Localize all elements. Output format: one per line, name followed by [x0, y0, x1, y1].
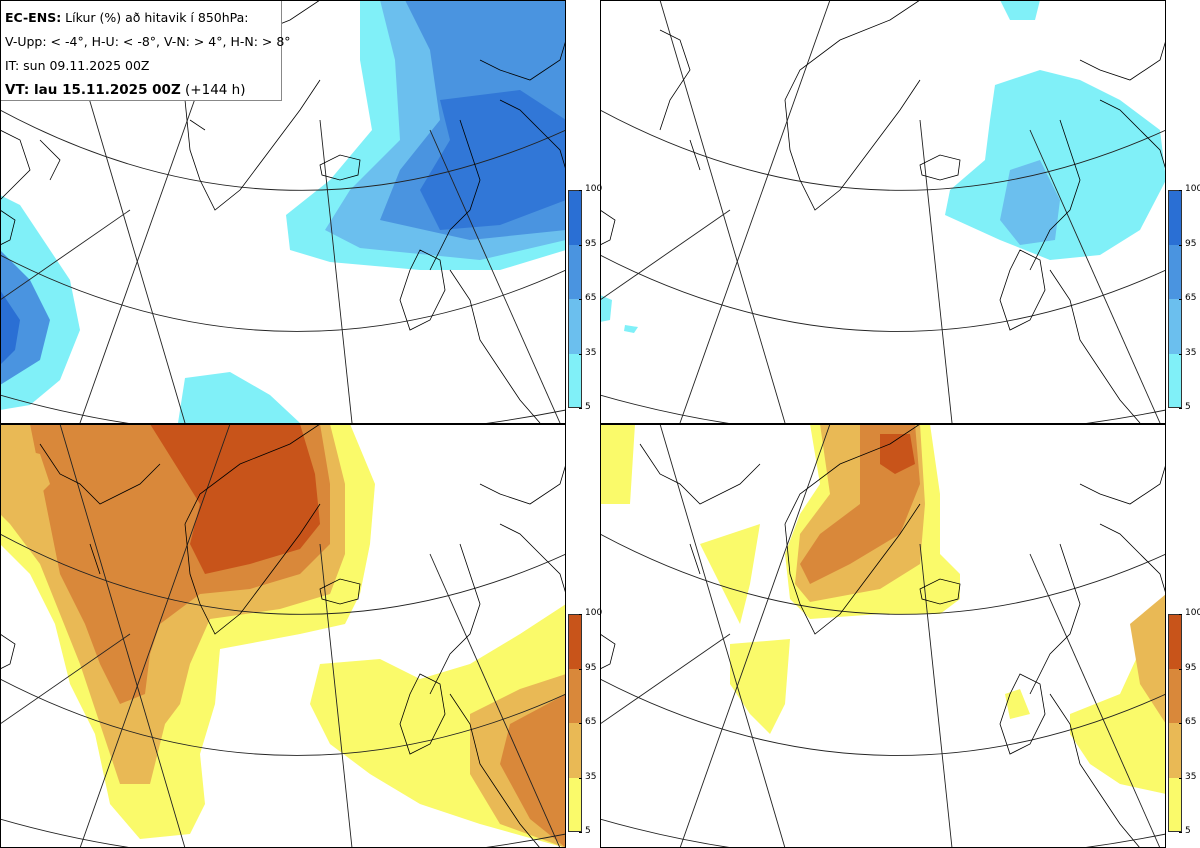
info-legend-box: EC-ENS: Líkur (%) að hitavik í 850hPa: V…	[0, 0, 291, 102]
probability-field-cold-8	[600, 0, 1166, 333]
initial-time-text: IT: sun 09.11.2025 00Z	[5, 58, 150, 73]
thresholds-text: V-Upp: < -4°, H-U: < -8°, V-N: > 4°, H-N…	[5, 34, 291, 49]
coastlines	[0, 424, 566, 848]
valid-time-line: VT: lau 15.11.2025 00Z (+144 h)	[5, 78, 277, 102]
probability-field-cold-4	[0, 0, 566, 423]
colorbar-tick-label: 35	[578, 772, 596, 782]
graticule	[0, 424, 566, 848]
colorbar-tick-label: 95	[1178, 663, 1196, 673]
colorbar-tick-label: 35	[578, 348, 596, 358]
colorbar-tick-label: 35	[1178, 348, 1196, 358]
forecast-offset: (+144 h)	[180, 82, 246, 98]
colorbar-tick-label: 35	[1178, 772, 1196, 782]
coastlines	[0, 0, 566, 423]
coastlines	[600, 424, 1166, 848]
colorbar-tick-label: 95	[578, 663, 596, 673]
coastlines	[600, 0, 1166, 423]
colorbar-tick-label: 5	[1179, 826, 1191, 836]
colorbar-cold-8: 100 95 65 35 5	[1168, 184, 1200, 412]
colorbar-tick-label: 5	[579, 402, 591, 412]
valid-time-label: VT: lau 15.11.2025 00Z	[5, 82, 181, 98]
colorbar-tick-label: 5	[1179, 402, 1191, 412]
graticule	[600, 0, 1166, 423]
colorbar-tick-label: 65	[1178, 293, 1196, 303]
map-warm-8	[600, 424, 1166, 848]
graticule	[600, 424, 1166, 848]
map-panel-cold-8	[600, 0, 1166, 423]
colorbar-tick-label: 65	[578, 293, 596, 303]
probability-field-warm-4	[0, 424, 566, 848]
colorbar-tick-label: 65	[1178, 717, 1196, 727]
colorbar-tick-label: 100	[578, 184, 602, 194]
model-label: EC-ENS:	[5, 10, 62, 25]
title-text: Líkur (%) að hitavik í 850hPa:	[61, 10, 249, 25]
map-cold-4	[0, 0, 566, 423]
colorbar-tick-label: 5	[579, 826, 591, 836]
colorbar-tick-label: 65	[578, 717, 596, 727]
colorbar-cold-4: 100 95 65 35 5	[568, 184, 602, 412]
map-cold-8	[600, 0, 1166, 423]
map-warm-4	[0, 424, 566, 848]
map-panel-warm-4	[0, 424, 566, 848]
colorbar-warm-4: 100 95 65 35 5	[568, 608, 602, 836]
colorbar-tick-label: 95	[1178, 239, 1196, 249]
colorbar-tick-label: 100	[1178, 184, 1200, 194]
colorbar-tick-label: 100	[1178, 608, 1200, 618]
colorbar-tick-label: 100	[578, 608, 602, 618]
colorbar-tick-label: 95	[578, 239, 596, 249]
colorbar-warm-8: 100 95 65 35 5	[1168, 608, 1200, 836]
info-title-line: EC-ENS: Líkur (%) að hitavik í 850hPa:	[5, 6, 277, 30]
map-panel-cold-4: EC-ENS: Líkur (%) að hitavik í 850hPa: V…	[0, 0, 566, 423]
map-panel-warm-8	[600, 424, 1166, 848]
probability-field-warm-8	[600, 424, 1166, 794]
